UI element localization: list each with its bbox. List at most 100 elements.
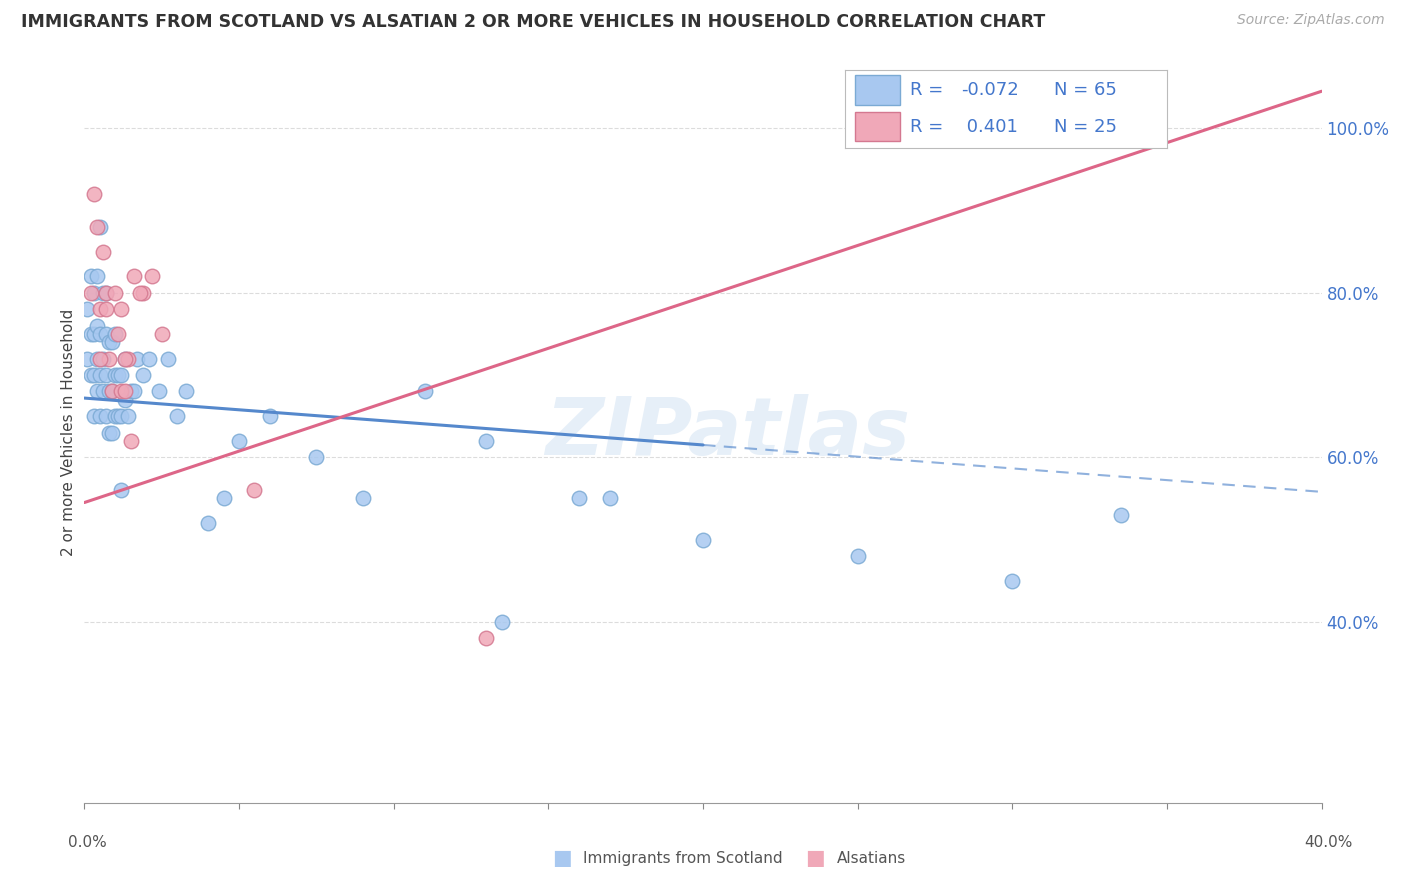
Point bbox=[132, 368, 155, 382]
Point bbox=[89, 219, 111, 234]
Point bbox=[1109, 508, 1132, 522]
Point bbox=[197, 516, 219, 530]
Point bbox=[110, 368, 132, 382]
Point bbox=[76, 351, 98, 366]
Point bbox=[98, 425, 121, 440]
Point bbox=[86, 351, 108, 366]
Point bbox=[148, 384, 170, 399]
Point bbox=[91, 285, 114, 300]
Point bbox=[83, 187, 105, 202]
Point bbox=[86, 384, 108, 399]
Point bbox=[94, 285, 117, 300]
Point bbox=[120, 434, 142, 448]
Point bbox=[101, 384, 124, 399]
Point bbox=[110, 409, 132, 424]
Point bbox=[156, 351, 179, 366]
Point bbox=[107, 368, 129, 382]
Point bbox=[1001, 574, 1024, 588]
Point bbox=[352, 491, 374, 506]
Text: 0.0%: 0.0% bbox=[67, 836, 107, 850]
Text: Immigrants from Scotland: Immigrants from Scotland bbox=[583, 851, 783, 865]
Point bbox=[122, 269, 145, 284]
Point bbox=[243, 483, 266, 498]
Point bbox=[120, 384, 142, 399]
Text: ZIPatlas: ZIPatlas bbox=[546, 393, 910, 472]
Point bbox=[491, 615, 513, 629]
Point bbox=[79, 368, 101, 382]
Point bbox=[475, 434, 498, 448]
Point bbox=[76, 302, 98, 317]
Point bbox=[83, 368, 105, 382]
Point bbox=[94, 285, 117, 300]
Text: 40.0%: 40.0% bbox=[1305, 836, 1353, 850]
Text: IMMIGRANTS FROM SCOTLAND VS ALSATIAN 2 OR MORE VEHICLES IN HOUSEHOLD CORRELATION: IMMIGRANTS FROM SCOTLAND VS ALSATIAN 2 O… bbox=[21, 13, 1045, 31]
Point bbox=[107, 409, 129, 424]
Point bbox=[91, 244, 114, 259]
Point bbox=[89, 351, 111, 366]
Point bbox=[107, 326, 129, 341]
Point bbox=[89, 326, 111, 341]
Point bbox=[104, 326, 127, 341]
Point bbox=[101, 425, 124, 440]
Point bbox=[98, 335, 121, 350]
Text: Alsatians: Alsatians bbox=[837, 851, 905, 865]
Point bbox=[599, 491, 621, 506]
Point bbox=[86, 318, 108, 333]
Point bbox=[79, 269, 101, 284]
Point bbox=[122, 384, 145, 399]
Point bbox=[101, 335, 124, 350]
Point bbox=[166, 409, 188, 424]
Point bbox=[110, 384, 132, 399]
Point bbox=[117, 409, 139, 424]
Point bbox=[259, 409, 281, 424]
Point bbox=[86, 219, 108, 234]
Point bbox=[141, 269, 163, 284]
Text: ■: ■ bbox=[806, 848, 825, 868]
Text: ■: ■ bbox=[553, 848, 572, 868]
Point bbox=[89, 302, 111, 317]
Point bbox=[86, 269, 108, 284]
Point bbox=[305, 450, 328, 465]
Point bbox=[79, 285, 101, 300]
Point bbox=[91, 384, 114, 399]
Point bbox=[114, 392, 136, 407]
Point bbox=[176, 384, 198, 399]
Text: Source: ZipAtlas.com: Source: ZipAtlas.com bbox=[1237, 13, 1385, 28]
Point bbox=[104, 409, 127, 424]
Point bbox=[101, 384, 124, 399]
Point bbox=[150, 326, 173, 341]
Point bbox=[94, 302, 117, 317]
Point bbox=[129, 285, 152, 300]
Point bbox=[83, 326, 105, 341]
Point bbox=[125, 351, 148, 366]
Point bbox=[94, 368, 117, 382]
Point bbox=[114, 351, 136, 366]
Point bbox=[79, 326, 101, 341]
Point bbox=[475, 632, 498, 646]
Point bbox=[89, 409, 111, 424]
Point bbox=[117, 351, 139, 366]
Point bbox=[98, 351, 121, 366]
Point bbox=[94, 326, 117, 341]
Point bbox=[846, 549, 869, 563]
Point bbox=[110, 302, 132, 317]
Point bbox=[114, 351, 136, 366]
Point bbox=[692, 533, 714, 547]
Point bbox=[94, 409, 117, 424]
Point bbox=[413, 384, 436, 399]
Point bbox=[114, 384, 136, 399]
Point bbox=[83, 409, 105, 424]
Point bbox=[98, 384, 121, 399]
Point bbox=[138, 351, 160, 366]
Y-axis label: 2 or more Vehicles in Household: 2 or more Vehicles in Household bbox=[60, 309, 76, 557]
Point bbox=[104, 368, 127, 382]
Point bbox=[104, 285, 127, 300]
Point bbox=[89, 368, 111, 382]
Point bbox=[132, 285, 155, 300]
Point bbox=[212, 491, 235, 506]
Point bbox=[228, 434, 250, 448]
Point bbox=[83, 285, 105, 300]
Point bbox=[110, 483, 132, 498]
Point bbox=[91, 351, 114, 366]
Point bbox=[568, 491, 591, 506]
